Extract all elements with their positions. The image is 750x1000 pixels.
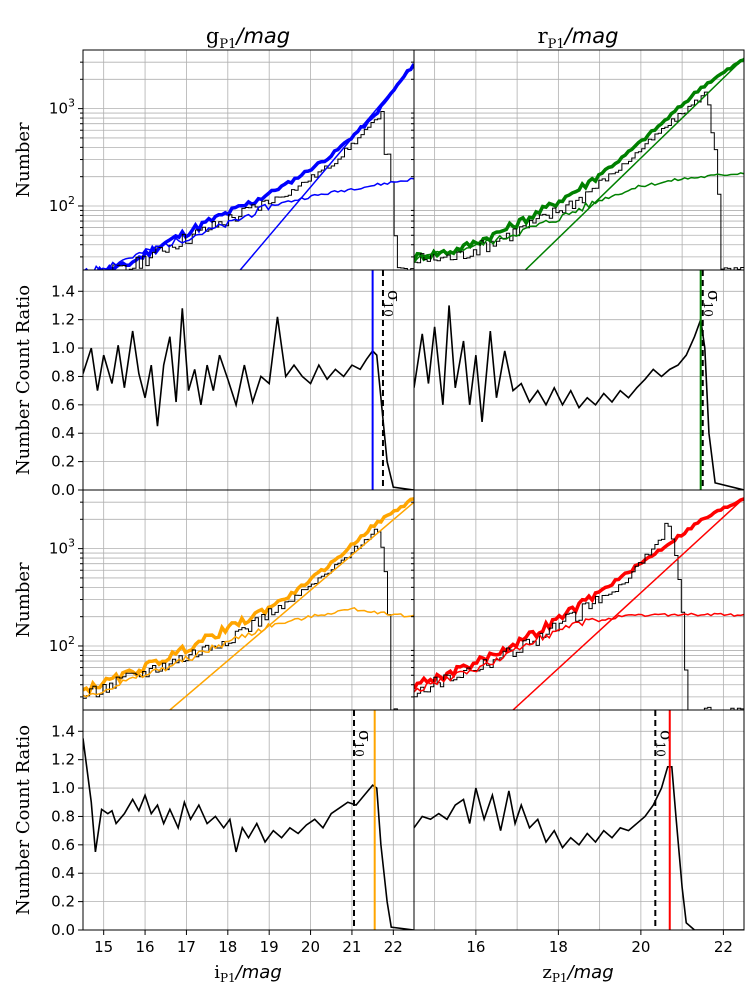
sigma10-label: σ10 <box>701 290 723 317</box>
series-ratio <box>414 765 744 930</box>
ytick-label: 0.0 <box>51 921 75 939</box>
xtick-label: 18 <box>218 938 237 956</box>
series-group <box>414 57 744 270</box>
series-field-histogram <box>99 111 414 270</box>
xtick-label: 15 <box>94 938 113 956</box>
ytick-label: 103 <box>49 537 75 558</box>
ytick-label: 0.2 <box>51 453 75 471</box>
grid <box>414 490 744 710</box>
axes-frame <box>413 709 745 931</box>
ytick-label: 1.2 <box>51 751 75 769</box>
series-reference <box>83 497 414 696</box>
grid <box>414 710 744 930</box>
panel-z_ratio: σ10 16 18 20 22 <box>413 709 745 956</box>
ylabel-number-bottom: Number <box>13 562 34 638</box>
ytick-label: 1.4 <box>51 282 75 300</box>
series-reference <box>414 497 744 690</box>
title-r: rP1/mag <box>538 24 619 52</box>
xtick-label: 22 <box>384 938 403 956</box>
series-group <box>414 765 744 930</box>
xlabel-z: zP1/mag <box>542 962 613 985</box>
series-ratio <box>414 305 744 490</box>
ytick-label: 0.4 <box>51 864 75 882</box>
ytick-label: 102 <box>49 634 75 655</box>
series-ratio <box>83 308 414 490</box>
axes-frame <box>82 49 415 271</box>
ylabel-ratio-bottom: Number Count Ratio <box>13 725 34 915</box>
xtick-label: 17 <box>177 938 196 956</box>
panel-i_ratio: σ10 0.0 0.2 0.4 0.6 0.8 1.0 1.2 1.4 15 16 17 18 19 20 2… <box>51 709 415 956</box>
series-group <box>83 63 414 270</box>
ytick-label: 0.2 <box>51 893 75 911</box>
ylabel-ratio-top: Number Count Ratio <box>13 285 34 475</box>
ytick-label: 0.8 <box>51 367 75 385</box>
series-powerlaw <box>524 57 744 270</box>
panel-r_counts <box>411 49 745 271</box>
grid <box>83 710 414 930</box>
panel-g_ratio: σ10 0.0 0.2 0.4 0.6 0.8 1.0 1.2 1.4 <box>51 269 415 499</box>
ytick-label: 0.0 <box>51 481 75 499</box>
xtick-label: 21 <box>342 938 361 956</box>
ytick-label: 103 <box>49 97 75 118</box>
ylabel-number-top: Number <box>13 122 34 198</box>
series-group <box>83 308 414 490</box>
axes-frame <box>413 49 745 271</box>
ytick-label: 1.4 <box>51 722 75 740</box>
xtick-label: 16 <box>466 938 485 956</box>
series-group <box>414 497 744 710</box>
series-powerlaw <box>169 501 414 710</box>
ytick-label: 102 <box>49 194 75 215</box>
series-group <box>414 305 744 490</box>
axes-frame <box>413 269 745 491</box>
title-g: gP1/mag <box>206 24 290 52</box>
panel-g_counts: 102 103 <box>49 49 415 271</box>
ytick-label: 1.0 <box>51 779 75 797</box>
ytick-label: 0.8 <box>51 807 75 825</box>
ytick-label: 1.0 <box>51 339 75 357</box>
xtick-label: 20 <box>631 938 650 956</box>
sigma10-label: σ10 <box>381 290 403 317</box>
series-reference <box>414 58 744 262</box>
series-group <box>83 738 414 930</box>
xtick-label: 16 <box>136 938 155 956</box>
panel-r_ratio: σ10 <box>413 269 745 491</box>
xtick-label: 19 <box>260 938 279 956</box>
series-faint <box>93 177 414 270</box>
xtick-label: 20 <box>301 938 320 956</box>
xlabel-i: iP1/mag <box>214 962 282 985</box>
series-reference <box>83 63 414 270</box>
grid <box>414 270 744 490</box>
ytick-label: 0.6 <box>51 396 75 414</box>
series-faint <box>414 612 744 693</box>
series-ratio <box>83 738 414 930</box>
series-faint <box>414 172 744 264</box>
panel-i_counts: 102 103 <box>49 489 415 711</box>
sigma10-label: σ10 <box>653 730 675 757</box>
series-group <box>83 497 414 710</box>
grid <box>414 50 744 270</box>
series-field-histogram <box>414 91 744 270</box>
xtick-label: 22 <box>714 938 733 956</box>
xtick-label: 18 <box>549 938 568 956</box>
ytick-label: 1.2 <box>51 311 75 329</box>
sigma10-label: σ10 <box>352 730 374 757</box>
panel-z_counts <box>411 489 745 711</box>
ytick-label: 0.6 <box>51 836 75 854</box>
ytick-label: 0.4 <box>51 424 75 442</box>
series-faint <box>83 606 414 698</box>
grid <box>83 50 414 270</box>
grid <box>83 270 414 490</box>
series-powerlaw <box>239 64 414 270</box>
series-powerlaw <box>512 497 744 710</box>
